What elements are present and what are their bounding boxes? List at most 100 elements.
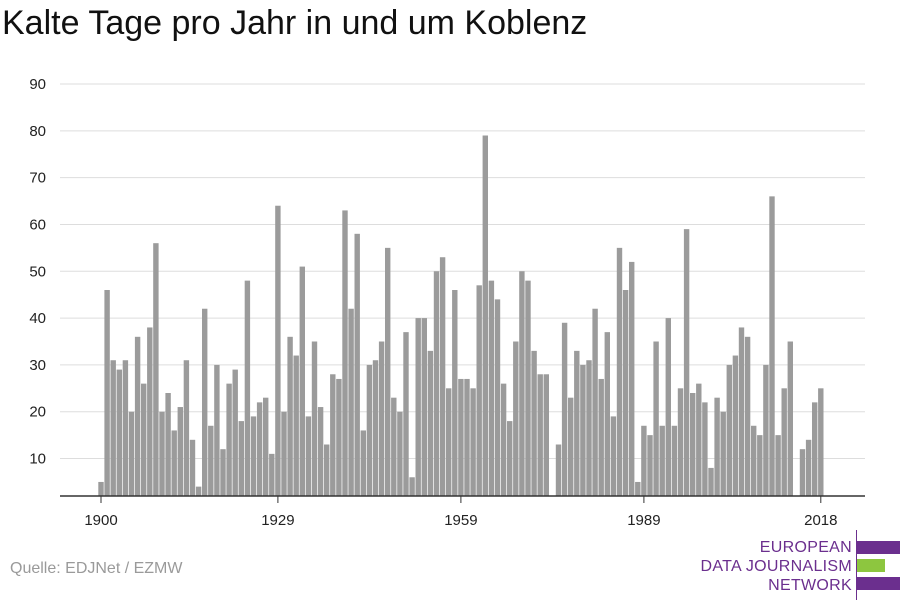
bar-2000 bbox=[708, 467, 714, 496]
bar-1933 bbox=[299, 266, 305, 496]
bar-1949 bbox=[397, 411, 403, 496]
bar-1906 bbox=[134, 336, 141, 496]
bar-1964 bbox=[488, 280, 495, 496]
bar-1941 bbox=[348, 308, 354, 496]
bar-1936 bbox=[317, 407, 324, 496]
bar-1950 bbox=[403, 332, 409, 496]
bar-1967 bbox=[507, 421, 513, 496]
bar-1944 bbox=[366, 364, 373, 496]
bar-1966 bbox=[500, 383, 507, 496]
bar-2008 bbox=[757, 435, 763, 496]
x-tick-label-1959: 1959 bbox=[444, 512, 477, 529]
chart-title: Kalte Tage pro Jahr in und um Koblenz bbox=[2, 4, 588, 42]
bar-1931 bbox=[287, 336, 293, 496]
bar-1987 bbox=[629, 261, 635, 496]
bar-1914 bbox=[183, 360, 190, 496]
bar-2016 bbox=[805, 439, 812, 496]
bar-1957 bbox=[446, 388, 452, 496]
bar-1984 bbox=[610, 416, 617, 496]
bars bbox=[98, 135, 824, 497]
bar-2017 bbox=[812, 402, 818, 496]
x-tick-label-1900: 1900 bbox=[84, 512, 117, 529]
bar-1980 bbox=[586, 360, 592, 496]
y-tick-label-10: 10 bbox=[29, 451, 46, 468]
bar-1946 bbox=[378, 341, 385, 496]
bar-1953 bbox=[421, 318, 427, 496]
bar-1952 bbox=[415, 318, 421, 496]
bar-1998 bbox=[696, 383, 702, 496]
bar-1932 bbox=[293, 355, 299, 496]
bar-1928 bbox=[269, 453, 275, 496]
bar-1972 bbox=[537, 374, 543, 496]
bar-1913 bbox=[177, 407, 183, 496]
bar-1976 bbox=[561, 322, 568, 496]
y-tick-label-80: 80 bbox=[29, 123, 46, 140]
bar-1968 bbox=[513, 341, 519, 496]
bar-1947 bbox=[385, 247, 391, 496]
bar-1962 bbox=[476, 285, 482, 496]
bar-1921 bbox=[226, 383, 232, 496]
bar-1991 bbox=[653, 341, 659, 496]
y-axis-tick-labels: 10 20 30 40 50 60 70 80 90 bbox=[29, 76, 46, 468]
bar-1905 bbox=[128, 411, 135, 496]
bar-2002 bbox=[720, 411, 726, 496]
bar-1989 bbox=[641, 425, 647, 496]
bar-1994 bbox=[671, 425, 678, 496]
bar-1999 bbox=[702, 402, 708, 496]
bar-1908 bbox=[147, 327, 153, 496]
bar-1927 bbox=[263, 397, 269, 496]
bar-1963 bbox=[482, 135, 488, 496]
bar-1985 bbox=[616, 247, 623, 496]
bar-1917 bbox=[202, 308, 208, 496]
logo-text: EUROPEAN DATA JOURNALISM NETWORK bbox=[701, 538, 852, 595]
bar-1959 bbox=[458, 378, 464, 496]
bar-1909 bbox=[153, 243, 159, 496]
bar-1970 bbox=[525, 280, 531, 496]
y-tick-label-50: 50 bbox=[29, 263, 46, 280]
bar-1937 bbox=[324, 444, 330, 496]
bar-2012 bbox=[781, 388, 787, 496]
bar-1983 bbox=[604, 332, 610, 496]
bar-1982 bbox=[598, 378, 604, 496]
bar-1977 bbox=[568, 397, 574, 496]
bar-1919 bbox=[214, 364, 220, 496]
bar-2001 bbox=[714, 397, 720, 496]
bar-1915 bbox=[189, 439, 196, 496]
y-tick-label-40: 40 bbox=[29, 310, 46, 327]
bar-1907 bbox=[141, 383, 147, 496]
bar-1960 bbox=[464, 378, 470, 496]
bar-1900 bbox=[98, 481, 104, 496]
bar-2011 bbox=[775, 435, 781, 496]
logo-line-2: DATA JOURNALISM bbox=[700, 558, 852, 575]
logo-bar-middle bbox=[857, 559, 885, 572]
bar-1924 bbox=[244, 280, 251, 496]
y-tick-label-70: 70 bbox=[29, 170, 46, 187]
bar-1923 bbox=[238, 421, 244, 496]
x-tick-label-2018: 2018 bbox=[804, 512, 837, 529]
bar-1961 bbox=[470, 388, 476, 496]
bar-1979 bbox=[580, 364, 586, 496]
y-tick-label-30: 30 bbox=[29, 357, 46, 374]
bar-2005 bbox=[738, 327, 745, 496]
bar-1926 bbox=[256, 402, 263, 496]
logo-bar-bottom bbox=[857, 577, 900, 590]
bar-1910 bbox=[159, 411, 165, 496]
bar-1938 bbox=[330, 374, 336, 496]
bar-1904 bbox=[122, 360, 129, 496]
bar-1939 bbox=[336, 378, 342, 496]
bar-1902 bbox=[110, 360, 116, 496]
bar-1901 bbox=[104, 290, 110, 496]
bar-1986 bbox=[622, 290, 629, 496]
bar-1951 bbox=[409, 477, 415, 496]
bar-1942 bbox=[354, 233, 360, 496]
bar-2003 bbox=[726, 364, 732, 496]
x-tick-label-1989: 1989 bbox=[627, 512, 660, 529]
bar-2013 bbox=[787, 341, 793, 496]
bar-2010 bbox=[769, 196, 775, 496]
bar-1990 bbox=[647, 435, 653, 496]
bar-1918 bbox=[208, 425, 214, 496]
logo-line-1: EUROPEAN bbox=[759, 539, 852, 556]
bar-2009 bbox=[763, 364, 769, 496]
bar-1920 bbox=[220, 449, 226, 496]
bar-2004 bbox=[732, 355, 739, 496]
